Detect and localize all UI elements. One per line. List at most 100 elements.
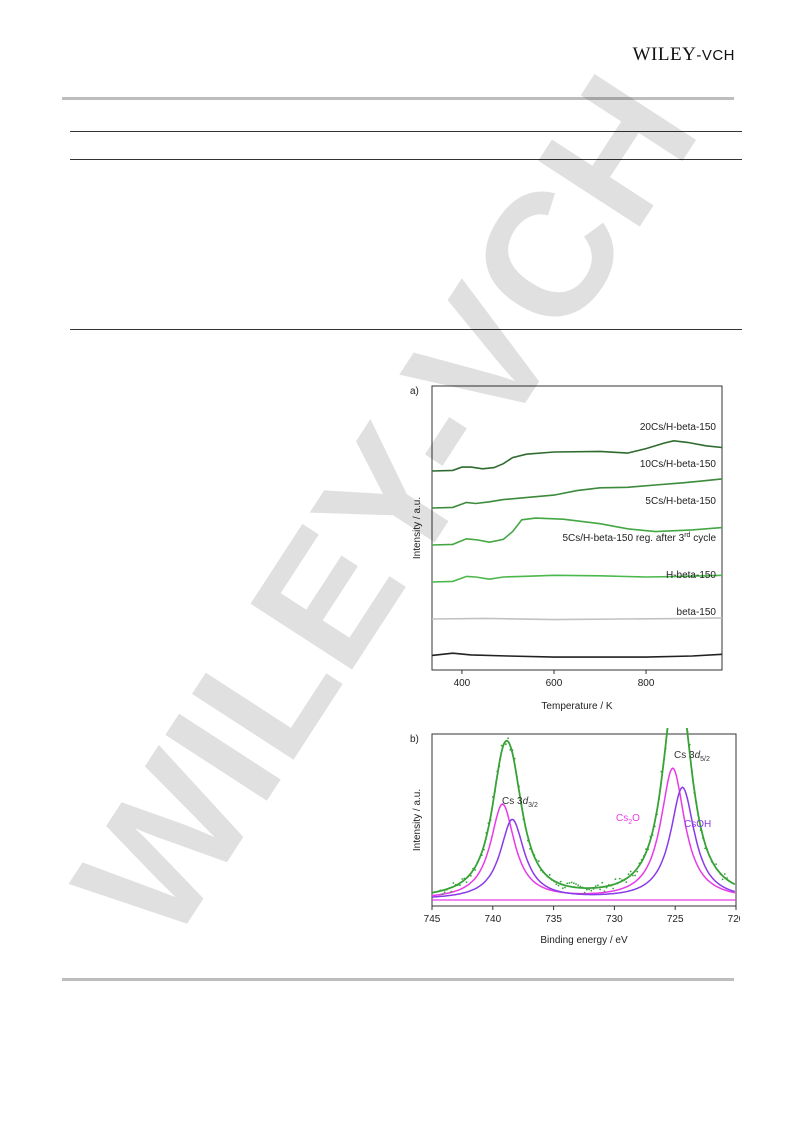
- panel-b-data-point-67: [583, 891, 586, 894]
- panel-b-data-point-1: [439, 889, 442, 892]
- panel-b-data-point-133: [728, 880, 731, 882]
- panel-a-series-3: [431, 574, 723, 583]
- panel-b-data-point-13: [465, 881, 468, 883]
- panel-b-data-point-53: [553, 880, 555, 883]
- panel-b-data-point-101: [658, 797, 660, 800]
- panel-a-series-0: [431, 439, 723, 472]
- panel-b-data-point-28: [498, 765, 501, 768]
- panel-b-data-point-6: [450, 890, 453, 893]
- panel-b-data-point-16: [472, 867, 474, 870]
- panel-a-series-label-3: 5Cs/H-beta-150 reg. after 3rd cycle: [562, 532, 716, 544]
- panel-b-data-point-88: [629, 870, 632, 873]
- panel-b-data-point-4: [445, 888, 448, 891]
- panel-b-data-point-89: [632, 874, 634, 877]
- panel-b-data-point-86: [625, 881, 628, 883]
- panel-a-series-labels: 20Cs/H-beta-150 10Cs/H-beta-150 5Cs/H-beta…: [562, 422, 716, 618]
- panel-b-data-point-64: [577, 884, 580, 887]
- panel-b-data-point-124: [708, 855, 711, 858]
- panel-b-data-point-19: [478, 857, 481, 859]
- panel-b-data-point-0: [437, 890, 439, 893]
- panel-b-data-point-49: [544, 873, 547, 876]
- panel-b-data-point-84: [621, 879, 623, 882]
- panel-b-data-point-17: [474, 869, 477, 871]
- panel-b-data-point-41: [526, 839, 529, 842]
- panel-a-x-ticks: 400 600 800: [454, 670, 655, 689]
- panel-b-data-point-132: [726, 877, 728, 879]
- table-header-rule: [70, 159, 742, 160]
- panel-b-data-point-21: [483, 848, 485, 851]
- publisher-logo: WILEY-VCH: [633, 44, 735, 66]
- panel-a-series-1: [431, 478, 723, 509]
- panel-b-data-point-85: [623, 879, 625, 882]
- panel-b-data-point-50: [546, 875, 549, 878]
- panel-b-data-point-10: [459, 884, 461, 887]
- panel-b-data-point-43: [531, 851, 534, 853]
- panel-b-data-point-100: [656, 813, 658, 816]
- panel-b-data-point-76: [603, 890, 606, 893]
- panel-b-data-point-61: [570, 881, 573, 884]
- panel-b-data-point-8: [454, 883, 457, 886]
- panel-b-data-point-62: [572, 882, 575, 884]
- panel-b-tick-label-4: 725: [667, 914, 684, 925]
- panel-b-data-point-78: [607, 884, 610, 886]
- panel-b-data-point-96: [647, 848, 650, 851]
- panel-b-data-point-131: [723, 873, 726, 875]
- panel-b-data-point-14: [467, 874, 470, 877]
- panel-b-data-point-71: [592, 888, 595, 890]
- panel-b-data-point-51: [548, 873, 551, 876]
- panel-b-data-point-58: [564, 886, 566, 889]
- panel-b-data-point-7: [452, 882, 455, 884]
- panel-b-data-point-47: [540, 869, 542, 872]
- panel-b-data-point-48: [542, 871, 544, 874]
- panel-a-tick-label-1: 600: [546, 678, 563, 689]
- panel-b-data-point-97: [649, 835, 652, 838]
- panel-b-data-point-38: [520, 803, 523, 806]
- panel-b-data-point-52: [551, 879, 553, 881]
- annotation-cs-3d32: Cs 3d3/2: [502, 796, 538, 809]
- panel-b-data-point-115: [688, 743, 691, 746]
- table-bottom-rule: [70, 329, 742, 330]
- panel-b-data-point-80: [612, 887, 615, 890]
- panel-b-data-point-69: [588, 888, 590, 891]
- panel-b-data-point-11: [461, 878, 464, 880]
- panel-a-label: a): [410, 386, 419, 397]
- panel-b-data-point-5: [448, 887, 450, 890]
- panel-b-data-point-34: [511, 749, 514, 752]
- panel-b-data-point-75: [601, 881, 604, 884]
- panel-b-data-point-25: [491, 796, 494, 798]
- panel-b-data-point-82: [616, 882, 619, 885]
- panel-b-data-point-125: [710, 860, 713, 863]
- panel-b-data-point-81: [614, 878, 617, 881]
- table-top-rule: [70, 131, 742, 132]
- panel-b-tick-label-0: 745: [424, 914, 441, 925]
- panel-b-data-point-130: [721, 878, 724, 881]
- panel-b-data-point-126: [713, 863, 715, 865]
- panel-b-label: b): [410, 734, 419, 745]
- panel-b-component-cs2o: [431, 767, 735, 897]
- panel-b-data-point-29: [500, 744, 503, 747]
- panel-b-data-point-91: [636, 870, 639, 873]
- panel-b-data-point-99: [653, 825, 656, 828]
- panel-b-data-point-30: [502, 743, 505, 745]
- panel-b-data-point-18: [476, 861, 479, 863]
- panel-b-tick-label-3: 730: [606, 914, 623, 925]
- panel-b-data-point-128: [717, 869, 720, 872]
- panel-a-tick-label-2: 800: [638, 678, 655, 689]
- panel-b-tick-label-5: 720: [728, 914, 740, 925]
- panel-a-ylabel: Intensity / a.u.: [412, 497, 423, 559]
- panel-b-data-point-95: [645, 848, 647, 850]
- panel-b-data-point-114: [686, 730, 689, 733]
- panel-b-data-point-123: [706, 848, 709, 851]
- panel-b-data-point-129: [719, 873, 722, 876]
- panel-b-data-point-74: [599, 888, 601, 891]
- panel-b-data-point-40: [524, 826, 527, 829]
- panel-b-data-point-15: [470, 874, 472, 877]
- header-rule: [62, 97, 734, 100]
- panel-b-data-point-116: [691, 770, 693, 773]
- panel-b-data-point-42: [529, 848, 531, 850]
- panel-b-tick-label-1: 740: [484, 914, 501, 925]
- panel-b-component-csoh: [431, 786, 736, 898]
- panel-b-data-point-117: [693, 792, 696, 794]
- panel-b-data-point-35: [513, 757, 516, 760]
- panel-b-data-point-12: [463, 877, 466, 880]
